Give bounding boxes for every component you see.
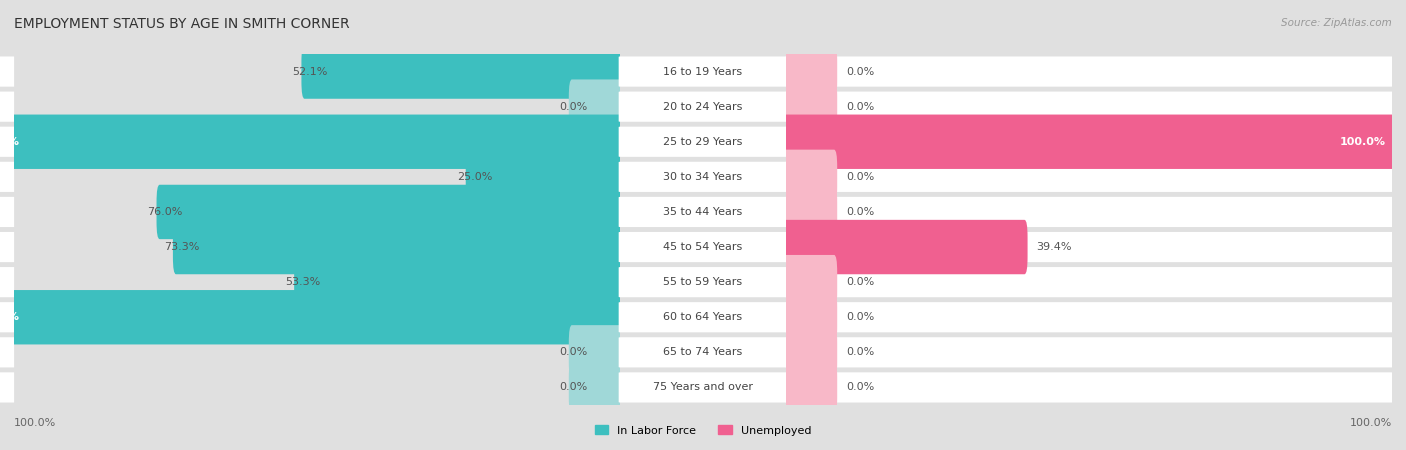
Text: 100.0%: 100.0% — [0, 312, 20, 322]
FancyBboxPatch shape — [619, 232, 787, 262]
FancyBboxPatch shape — [173, 220, 623, 274]
FancyBboxPatch shape — [301, 45, 623, 99]
FancyBboxPatch shape — [0, 91, 14, 122]
Text: 35 to 44 Years: 35 to 44 Years — [664, 207, 742, 217]
Text: 39.4%: 39.4% — [1036, 242, 1073, 252]
FancyBboxPatch shape — [0, 232, 14, 262]
FancyBboxPatch shape — [786, 91, 1392, 122]
FancyBboxPatch shape — [0, 162, 14, 192]
Text: 0.0%: 0.0% — [560, 347, 588, 357]
Text: 25.0%: 25.0% — [457, 172, 492, 182]
FancyBboxPatch shape — [0, 302, 14, 333]
FancyBboxPatch shape — [783, 45, 837, 99]
FancyBboxPatch shape — [786, 337, 1392, 368]
FancyBboxPatch shape — [619, 267, 787, 297]
Text: 0.0%: 0.0% — [560, 382, 588, 392]
Text: 65 to 74 Years: 65 to 74 Years — [664, 347, 742, 357]
FancyBboxPatch shape — [465, 150, 623, 204]
FancyBboxPatch shape — [619, 56, 787, 87]
Text: 60 to 64 Years: 60 to 64 Years — [664, 312, 742, 322]
FancyBboxPatch shape — [786, 56, 1392, 87]
Text: 16 to 19 Years: 16 to 19 Years — [664, 67, 742, 76]
Text: 52.1%: 52.1% — [292, 67, 328, 76]
FancyBboxPatch shape — [786, 232, 1392, 262]
FancyBboxPatch shape — [783, 115, 1395, 169]
Text: 0.0%: 0.0% — [846, 382, 875, 392]
FancyBboxPatch shape — [619, 372, 787, 403]
Text: 100.0%: 100.0% — [0, 137, 20, 147]
Text: 75 Years and over: 75 Years and over — [652, 382, 754, 392]
Text: 100.0%: 100.0% — [14, 418, 56, 428]
Legend: In Labor Force, Unemployed: In Labor Force, Unemployed — [591, 421, 815, 440]
Text: 76.0%: 76.0% — [148, 207, 183, 217]
FancyBboxPatch shape — [294, 255, 623, 309]
FancyBboxPatch shape — [619, 91, 787, 122]
FancyBboxPatch shape — [786, 126, 1392, 157]
Text: 0.0%: 0.0% — [846, 172, 875, 182]
Text: 53.3%: 53.3% — [285, 277, 321, 287]
FancyBboxPatch shape — [619, 162, 787, 192]
Text: 73.3%: 73.3% — [165, 242, 200, 252]
Text: EMPLOYMENT STATUS BY AGE IN SMITH CORNER: EMPLOYMENT STATUS BY AGE IN SMITH CORNER — [14, 18, 350, 32]
FancyBboxPatch shape — [619, 302, 787, 333]
FancyBboxPatch shape — [0, 372, 14, 403]
FancyBboxPatch shape — [11, 290, 623, 344]
FancyBboxPatch shape — [786, 162, 1392, 192]
FancyBboxPatch shape — [0, 56, 14, 87]
Text: 0.0%: 0.0% — [846, 347, 875, 357]
FancyBboxPatch shape — [0, 337, 14, 368]
Text: 0.0%: 0.0% — [846, 67, 875, 76]
Text: 0.0%: 0.0% — [846, 312, 875, 322]
FancyBboxPatch shape — [569, 360, 623, 414]
FancyBboxPatch shape — [156, 185, 623, 239]
Text: 0.0%: 0.0% — [846, 207, 875, 217]
FancyBboxPatch shape — [783, 325, 837, 379]
FancyBboxPatch shape — [569, 80, 623, 134]
FancyBboxPatch shape — [786, 372, 1392, 403]
Text: 0.0%: 0.0% — [560, 102, 588, 112]
Text: 100.0%: 100.0% — [1350, 418, 1392, 428]
FancyBboxPatch shape — [569, 325, 623, 379]
FancyBboxPatch shape — [0, 126, 14, 157]
FancyBboxPatch shape — [783, 360, 837, 414]
FancyBboxPatch shape — [786, 267, 1392, 297]
FancyBboxPatch shape — [783, 290, 837, 344]
FancyBboxPatch shape — [786, 302, 1392, 333]
FancyBboxPatch shape — [619, 126, 787, 157]
FancyBboxPatch shape — [0, 197, 14, 227]
FancyBboxPatch shape — [783, 80, 837, 134]
Text: 100.0%: 100.0% — [1340, 137, 1386, 147]
Text: 45 to 54 Years: 45 to 54 Years — [664, 242, 742, 252]
FancyBboxPatch shape — [783, 185, 837, 239]
FancyBboxPatch shape — [619, 197, 787, 227]
Text: 0.0%: 0.0% — [846, 102, 875, 112]
Text: Source: ZipAtlas.com: Source: ZipAtlas.com — [1281, 18, 1392, 28]
FancyBboxPatch shape — [11, 115, 623, 169]
FancyBboxPatch shape — [0, 267, 14, 297]
Text: 55 to 59 Years: 55 to 59 Years — [664, 277, 742, 287]
FancyBboxPatch shape — [783, 255, 837, 309]
FancyBboxPatch shape — [619, 337, 787, 368]
Text: 0.0%: 0.0% — [846, 277, 875, 287]
Text: 30 to 34 Years: 30 to 34 Years — [664, 172, 742, 182]
Text: 25 to 29 Years: 25 to 29 Years — [664, 137, 742, 147]
FancyBboxPatch shape — [786, 197, 1392, 227]
Text: 20 to 24 Years: 20 to 24 Years — [664, 102, 742, 112]
FancyBboxPatch shape — [783, 220, 1028, 274]
FancyBboxPatch shape — [783, 150, 837, 204]
